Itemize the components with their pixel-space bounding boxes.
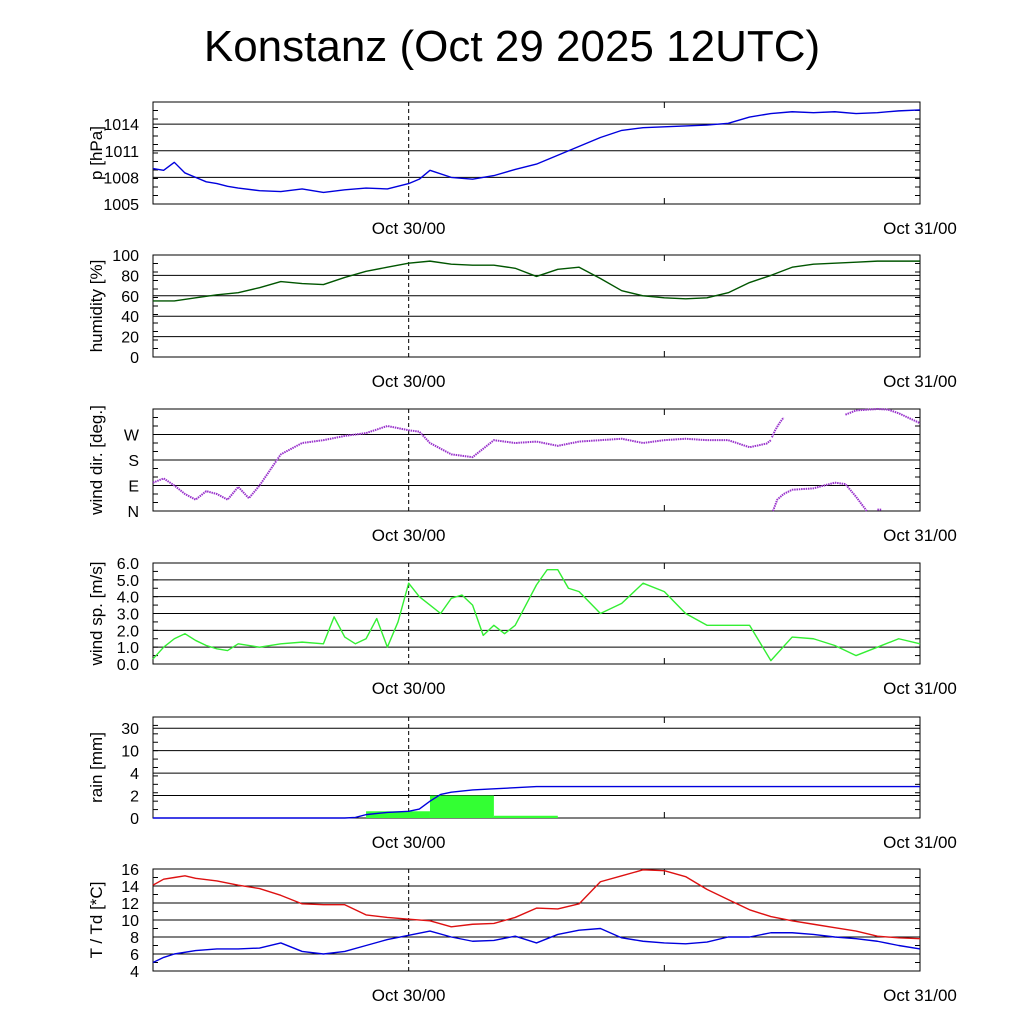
temperature-series-0 bbox=[152, 869, 921, 940]
temperature-ylabel: T / Td [*C] bbox=[87, 882, 106, 959]
pressure-ytick-label-3: 1014 bbox=[103, 117, 139, 134]
temperature-ytick-label-2: 8 bbox=[130, 930, 139, 947]
humidity-ytick-label-2: 40 bbox=[121, 309, 139, 326]
pressure-frame bbox=[152, 101, 921, 205]
humidity-xtick-label-0: Oct 30/00 bbox=[372, 372, 446, 391]
wind_dir-ytick-label-2: S bbox=[128, 453, 139, 470]
wind_dir-ytick-label-1: E bbox=[128, 479, 139, 496]
rain-series-0 bbox=[153, 785, 920, 819]
wind_dir-series-0 bbox=[152, 425, 772, 501]
humidity-series-0 bbox=[153, 260, 920, 302]
pressure-ytick-label-2: 1011 bbox=[105, 144, 140, 161]
wind_speed-ytick-label-5: 5.0 bbox=[117, 573, 139, 590]
wind-speed-panel: 0.01.02.03.04.05.06.0 wind sp. [m/s] Oct 3… bbox=[87, 556, 957, 698]
pressure-ytick-label-1: 1008 bbox=[103, 170, 139, 187]
wind_speed-xtick-label-1: Oct 31/00 bbox=[883, 679, 957, 698]
humidity-xtick-label-1: Oct 31/00 bbox=[883, 372, 957, 391]
rain-ytick-label-4: 30 bbox=[121, 721, 139, 738]
rain-panel: 0 2 4 10 30 rain [mm] Oct 30/00 Oct 31/00 bbox=[87, 716, 957, 852]
rain-xtick-label-1: Oct 31/00 bbox=[883, 833, 957, 852]
temperature-ytick-label-3: 10 bbox=[121, 913, 139, 930]
temperature-ytick-label-1: 6 bbox=[130, 947, 139, 964]
rain-ylabel: rain [mm] bbox=[87, 732, 106, 803]
rain-ytick-label-0: 0 bbox=[130, 811, 139, 828]
wind_speed-ytick-label-3: 3.0 bbox=[117, 607, 139, 624]
wind_dir-xtick-label-1: Oct 31/00 bbox=[883, 526, 957, 545]
wind_speed-ytick-label-2: 2.0 bbox=[117, 623, 139, 640]
humidity-frame bbox=[152, 254, 921, 358]
wind_dir-series-4 bbox=[845, 408, 921, 425]
wind_speed-ytick-label-1: 1.0 bbox=[117, 640, 139, 657]
wind_dir-series-1 bbox=[771, 416, 785, 438]
temperature-ytick-label-6: 16 bbox=[121, 862, 139, 879]
temperature-xtick-label-0: Oct 30/00 bbox=[372, 986, 446, 1005]
wind_speed-ytick-label-6: 6.0 bbox=[117, 556, 139, 573]
temperature-xtick-label-1: Oct 31/00 bbox=[883, 986, 957, 1005]
temperature-ytick-label-4: 12 bbox=[121, 896, 139, 913]
humidity-panel: 0 20 40 60 80 100 humidity [%] Oct 30/00 Oct 31/… bbox=[87, 248, 957, 391]
rain-ytick-label-1: 2 bbox=[130, 789, 139, 806]
wind_dir-ytick-label-0: N bbox=[127, 504, 139, 521]
humidity-ylabel: humidity [%] bbox=[87, 260, 106, 353]
humidity-ytick-label-4: 80 bbox=[121, 268, 139, 285]
pressure-xtick-label-1: Oct 31/00 bbox=[883, 219, 957, 238]
rain-ytick-label-3: 10 bbox=[121, 744, 139, 761]
wind_dir-series-2 bbox=[772, 481, 868, 512]
wind_speed-ytick-label-0: 0.0 bbox=[117, 657, 139, 674]
temperature-ytick-label-0: 4 bbox=[130, 964, 139, 981]
rain-ytick-label-2: 4 bbox=[130, 766, 139, 783]
humidity-ytick-label-5: 100 bbox=[112, 248, 139, 265]
pressure-series-0 bbox=[152, 109, 921, 194]
humidity-ytick-label-1: 20 bbox=[121, 330, 139, 347]
rain-bar-1 bbox=[429, 795, 494, 818]
humidity-ytick-label-3: 60 bbox=[121, 289, 139, 306]
wind_speed-ylabel: wind sp. [m/s] bbox=[87, 562, 106, 667]
wind_dir-ylabel: wind dir. [deg.] bbox=[87, 405, 106, 516]
rain-frame bbox=[152, 716, 921, 819]
wind_dir-ytick-label-3: W bbox=[124, 428, 140, 445]
rain-bar-2 bbox=[493, 815, 558, 818]
temperature-ytick-label-5: 14 bbox=[121, 879, 139, 896]
wind_speed-xtick-label-0: Oct 30/00 bbox=[372, 679, 446, 698]
wind_speed-series-0 bbox=[152, 569, 921, 662]
pressure-ytick-label-0: 1005 bbox=[103, 197, 139, 214]
temperature-series-1 bbox=[152, 927, 921, 964]
wind_dir-xtick-label-0: Oct 30/00 bbox=[372, 526, 446, 545]
chart-title: Konstanz (Oct 29 2025 12UTC) bbox=[203, 22, 821, 71]
pressure-xtick-label-0: Oct 30/00 bbox=[372, 219, 446, 238]
humidity-ytick-label-0: 0 bbox=[130, 350, 139, 367]
wind_speed-ytick-label-4: 4.0 bbox=[117, 590, 139, 607]
pressure-ylabel: p [hPa] bbox=[87, 126, 106, 180]
rain-bar-0 bbox=[366, 811, 430, 818]
rain-xtick-label-0: Oct 30/00 bbox=[372, 833, 446, 852]
